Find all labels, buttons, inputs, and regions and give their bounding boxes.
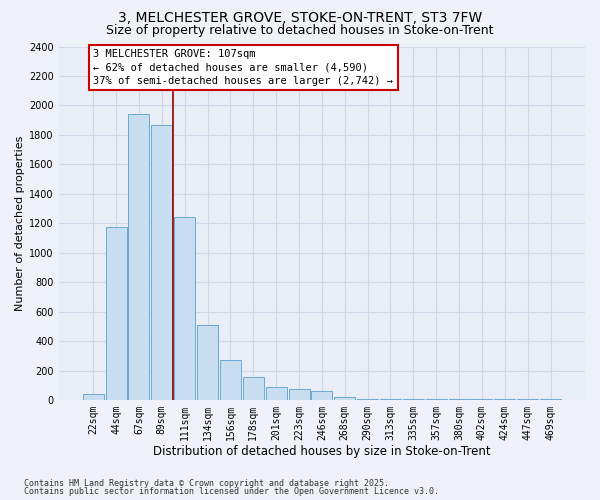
- Bar: [357, 398, 378, 400]
- Text: Size of property relative to detached houses in Stoke-on-Trent: Size of property relative to detached ho…: [106, 24, 494, 37]
- Bar: [243, 376, 264, 400]
- Bar: [220, 360, 241, 400]
- Bar: [106, 227, 127, 400]
- Text: Contains HM Land Registry data © Crown copyright and database right 2025.: Contains HM Land Registry data © Crown c…: [24, 479, 389, 488]
- Y-axis label: Number of detached properties: Number of detached properties: [15, 136, 25, 311]
- Bar: [174, 218, 195, 400]
- Text: Contains public sector information licensed under the Open Government Licence v3: Contains public sector information licen…: [24, 487, 439, 496]
- Bar: [83, 394, 104, 400]
- Bar: [289, 389, 310, 400]
- Bar: [197, 325, 218, 400]
- Bar: [266, 387, 287, 400]
- Text: 3 MELCHESTER GROVE: 107sqm
← 62% of detached houses are smaller (4,590)
37% of s: 3 MELCHESTER GROVE: 107sqm ← 62% of deta…: [94, 50, 394, 86]
- Bar: [151, 124, 172, 400]
- Bar: [334, 398, 355, 400]
- X-axis label: Distribution of detached houses by size in Stoke-on-Trent: Distribution of detached houses by size …: [153, 444, 491, 458]
- Bar: [128, 114, 149, 400]
- Text: 3, MELCHESTER GROVE, STOKE-ON-TRENT, ST3 7FW: 3, MELCHESTER GROVE, STOKE-ON-TRENT, ST3…: [118, 11, 482, 25]
- Bar: [311, 390, 332, 400]
